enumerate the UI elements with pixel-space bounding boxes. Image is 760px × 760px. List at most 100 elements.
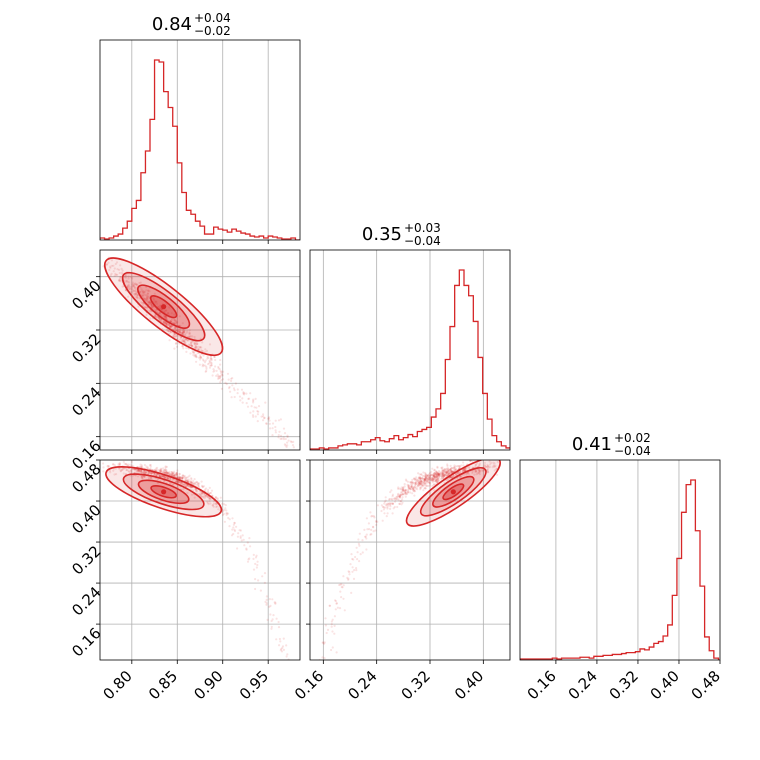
sample-point (171, 471, 174, 474)
sample-point (425, 476, 428, 479)
sample-point (189, 335, 192, 338)
sample-point (223, 503, 226, 506)
sample-point (485, 465, 488, 468)
sample-point (138, 281, 141, 285)
sample-point (149, 465, 152, 468)
sample-point (424, 481, 427, 484)
sample-point (443, 471, 446, 474)
sample-point (198, 482, 201, 485)
sample-point (173, 470, 176, 473)
sample-point (401, 501, 404, 504)
param-title-1: 0.84 +0.04−0.02 (152, 11, 231, 38)
panel-content (102, 460, 290, 660)
sample-point (424, 484, 428, 487)
sample-point (187, 484, 190, 487)
sample-point (437, 474, 440, 477)
sample-point (208, 498, 211, 501)
panel-frame (99, 39, 301, 241)
sample-point (163, 475, 166, 478)
sample-point (145, 471, 148, 474)
sample-point (265, 422, 268, 425)
sample-point (190, 341, 193, 344)
sample-point (176, 476, 179, 479)
sample-point (455, 468, 458, 471)
sample-point (436, 477, 439, 480)
sample-point (302, 456, 304, 458)
sample-point (206, 501, 209, 505)
sample-point (231, 377, 234, 380)
sample-point (422, 471, 425, 474)
sample-point (443, 474, 446, 477)
x-tick-label: 0.32 (606, 667, 642, 703)
sample-point (164, 323, 168, 326)
histogram-line-param-3 (520, 479, 720, 660)
sample-point (131, 287, 134, 291)
sample-point (248, 557, 251, 560)
sample-point (162, 314, 165, 317)
sample-point (403, 491, 406, 494)
sample-point (169, 326, 172, 329)
sample-point (215, 374, 218, 377)
sample-point (157, 316, 160, 319)
sample-point (460, 464, 463, 467)
sample-point (152, 472, 155, 475)
sample-point (199, 356, 202, 359)
sample-point (190, 485, 193, 488)
sample-point (370, 515, 373, 518)
sample-point (167, 311, 170, 315)
sample-point (400, 493, 403, 496)
sample-point (147, 471, 150, 474)
sample-point (284, 444, 287, 447)
sample-point (190, 342, 193, 345)
sample-point (279, 640, 282, 643)
sample-point (338, 607, 342, 610)
sample-point (413, 490, 417, 493)
sample-point (400, 491, 403, 494)
sample-point (432, 475, 435, 478)
sample-point (383, 502, 386, 505)
sample-point (178, 331, 181, 334)
sample-point (229, 390, 232, 393)
sample-point (425, 477, 428, 480)
sample-point (161, 471, 164, 474)
sample-point (215, 496, 218, 499)
sample-point (148, 477, 151, 480)
sample-point (440, 475, 443, 478)
sample-point (204, 350, 207, 354)
sample-point (177, 480, 180, 483)
sample-point (199, 494, 202, 497)
sample-point (158, 469, 161, 472)
sample-point (441, 471, 444, 475)
sample-point (414, 481, 417, 485)
sample-point (442, 472, 445, 475)
sample-point (170, 474, 173, 477)
sample-point (147, 295, 151, 298)
sample-point (145, 297, 149, 300)
sample-point (157, 473, 160, 476)
sample-point (130, 291, 133, 294)
sample-point (165, 322, 168, 325)
sample-point (286, 434, 289, 437)
sample-point (219, 363, 222, 366)
sample-point (123, 462, 126, 465)
sample-point (150, 472, 153, 475)
sample-point (153, 469, 156, 472)
sample-point (436, 481, 439, 484)
sample-point (147, 289, 150, 292)
sample-point (380, 509, 383, 513)
sample-point (139, 469, 142, 472)
sample-point (428, 471, 431, 475)
sample-point (429, 477, 432, 480)
sample-point (181, 474, 184, 477)
sample-point (173, 347, 176, 350)
sample-point (241, 534, 244, 537)
sample-point (220, 387, 223, 390)
sample-point (201, 486, 204, 489)
sample-point (164, 471, 167, 474)
sample-point (148, 471, 151, 474)
sample-point (464, 468, 468, 471)
sample-point (376, 504, 379, 507)
sample-point (121, 269, 124, 272)
sample-point (201, 492, 204, 495)
sample-point (431, 477, 434, 480)
